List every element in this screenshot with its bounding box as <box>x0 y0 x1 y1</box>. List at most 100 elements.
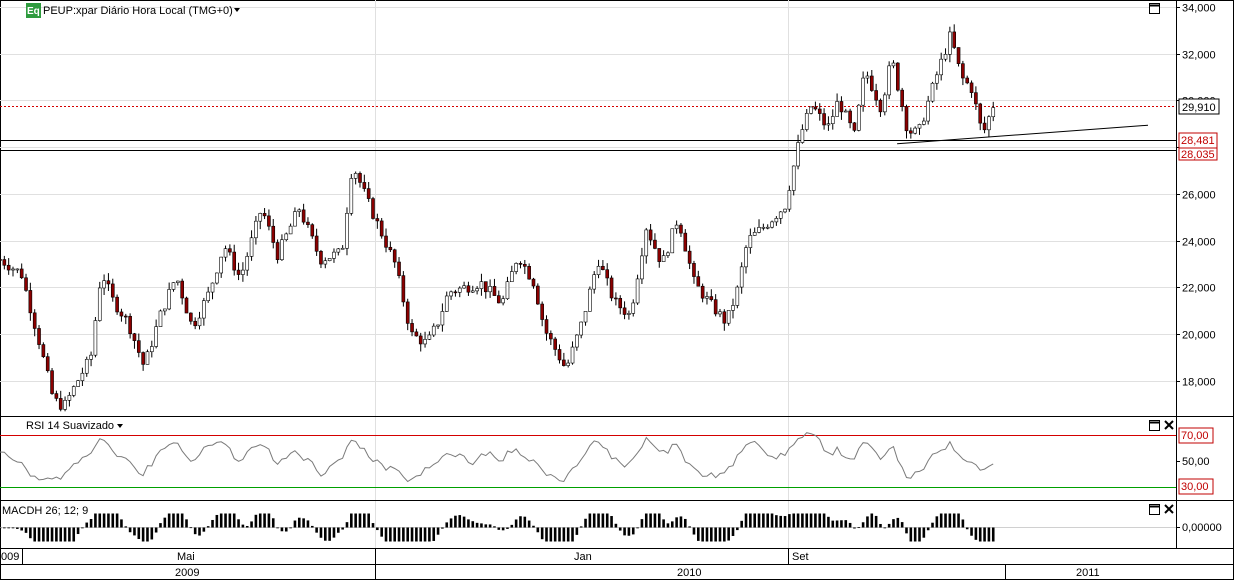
candle-body <box>176 280 180 283</box>
maximize-icon[interactable] <box>1149 504 1160 515</box>
macd-bar <box>0 527 2 529</box>
rsi-title[interactable]: RSI 14 Suavizado <box>26 420 114 432</box>
candle-body <box>6 264 11 271</box>
macd-bar <box>133 527 136 536</box>
macd-bar <box>415 527 418 542</box>
candle-body <box>223 248 228 258</box>
candle-body <box>197 317 202 327</box>
candle-body <box>987 116 991 131</box>
candle-body <box>332 251 336 259</box>
candle-body <box>401 275 406 303</box>
macd-bar <box>428 527 431 542</box>
rsi-badge-30: 30,00 <box>1178 478 1214 495</box>
month-label-jan: Jan <box>574 551 592 563</box>
candle-body <box>735 286 740 306</box>
candle-body <box>275 242 280 261</box>
candle-body <box>119 311 124 317</box>
macd-bar <box>644 513 648 528</box>
symbol-title[interactable]: PEUP:xpar Diário Hora Local (TMG+0) <box>43 5 233 17</box>
candle-body <box>167 289 171 310</box>
candle-body <box>644 229 649 257</box>
trendline[interactable] <box>897 124 1149 145</box>
macd-bar <box>328 527 331 541</box>
macd-bar <box>376 527 379 531</box>
macd-bar <box>796 513 800 528</box>
maximize-icon[interactable] <box>1149 3 1160 14</box>
macd-bar <box>102 513 106 528</box>
candle-body <box>58 398 63 410</box>
candle-body <box>596 265 601 275</box>
macd-bar <box>666 523 670 528</box>
macd-title[interactable]: MACDH 26; 12; 9 <box>2 505 88 517</box>
candle-body <box>28 290 33 314</box>
macd-bar <box>406 527 410 542</box>
macd-bar <box>410 527 414 542</box>
rsi-panel-close-button[interactable] <box>1164 420 1174 430</box>
macd-bar <box>566 527 570 542</box>
candle-body <box>713 299 718 315</box>
macd-bar <box>892 519 895 528</box>
candle-body <box>505 281 510 300</box>
macd-bar <box>822 513 826 528</box>
candle-body <box>215 272 219 284</box>
candle-body <box>45 356 50 372</box>
candle-body <box>319 250 323 265</box>
macd-bar <box>85 522 89 528</box>
macd-bar <box>874 515 878 528</box>
candle-body <box>826 123 831 126</box>
macd-bar <box>393 527 396 542</box>
candle-body <box>241 269 245 275</box>
macd-bar <box>571 527 574 542</box>
candle-body <box>531 278 536 287</box>
candle-body <box>570 346 575 364</box>
close-icon[interactable] <box>1164 504 1174 514</box>
macd-bar <box>701 527 704 542</box>
candle-body <box>492 286 497 296</box>
macd-bar <box>705 527 709 542</box>
rsi-level-30-label: 30,00 <box>1181 481 1209 493</box>
macd-panel-close-button[interactable] <box>1164 504 1174 514</box>
macd-bar <box>189 527 193 529</box>
price-panel-maximize-button[interactable] <box>1149 3 1160 14</box>
rsi-dropdown-icon[interactable] <box>117 424 123 428</box>
candle-body <box>635 278 640 304</box>
candle-body <box>323 260 328 265</box>
macd-bar <box>948 513 952 528</box>
macd-bar <box>211 519 214 528</box>
macd-bar <box>137 527 141 540</box>
candle-body <box>0 259 2 261</box>
level-label-upper: 28,481 <box>1181 135 1215 147</box>
candle-body <box>627 313 631 315</box>
macd-bar <box>219 513 223 528</box>
rsi-panel-maximize-button[interactable] <box>1149 420 1160 431</box>
candle-body <box>909 130 913 134</box>
macd-bar <box>172 513 175 528</box>
macd-bar <box>935 516 939 528</box>
candle-body <box>327 258 332 262</box>
macd-bar <box>579 526 583 528</box>
macd-bar <box>558 527 561 542</box>
macd-bar <box>770 513 774 528</box>
candle-body <box>132 333 137 341</box>
candle-body <box>453 291 458 294</box>
macd-bar <box>111 513 115 528</box>
candle-body <box>856 104 861 131</box>
candle-body <box>731 305 735 311</box>
candle-body <box>774 218 779 223</box>
macd-bar <box>358 513 362 528</box>
macd-bar <box>332 527 336 538</box>
price-candles <box>0 24 996 412</box>
macd-bar <box>905 527 908 534</box>
candle-body <box>852 122 857 131</box>
close-icon[interactable] <box>1164 420 1174 430</box>
macd-panel-maximize-button[interactable] <box>1149 504 1160 515</box>
macd-bar <box>354 513 357 528</box>
candle-body <box>583 311 588 323</box>
macd-bar <box>618 527 622 531</box>
maximize-icon[interactable] <box>1149 420 1160 431</box>
macd-bar <box>970 527 973 536</box>
macd-bar <box>250 521 253 528</box>
macd-bar <box>697 527 700 541</box>
symbol-dropdown-icon[interactable] <box>234 8 240 12</box>
